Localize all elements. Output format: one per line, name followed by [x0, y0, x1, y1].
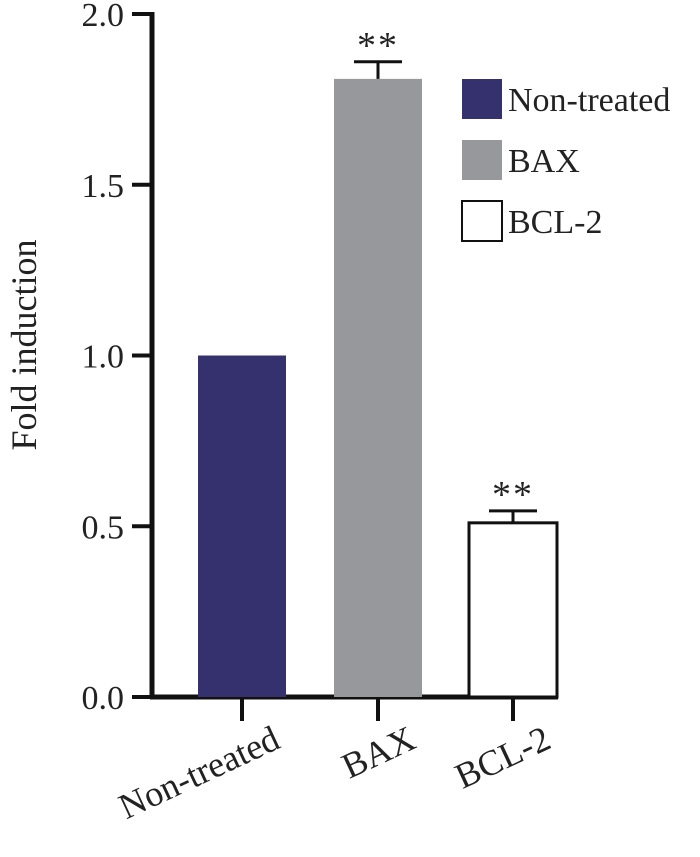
- legend: Non-treated BAX BCL-2: [461, 79, 670, 242]
- y-tick-label: 1.0: [82, 339, 125, 376]
- x-tick-label: Non-treated: [113, 718, 286, 827]
- significance-label: **: [357, 25, 399, 67]
- y-tick-label: 0.0: [82, 680, 125, 717]
- y-tick-label: 0.5: [82, 509, 125, 546]
- y-tick-label: 2.0: [82, 0, 125, 34]
- significance-markers: ** **: [357, 25, 534, 516]
- y-tick-label: 1.5: [82, 168, 125, 205]
- bar-bcl-2: [467, 521, 559, 699]
- significance-label: **: [492, 474, 534, 516]
- bars: [198, 78, 559, 699]
- legend-label: Non-treated: [508, 82, 670, 119]
- x-tick-label: BAX: [336, 718, 422, 786]
- legend-swatch: [461, 200, 503, 242]
- x-tick-label: BCL-2: [449, 718, 557, 797]
- x-axis: Non-treated BAX BCL-2: [113, 694, 558, 827]
- bar-bax: [334, 78, 422, 697]
- legend-swatch: [462, 140, 502, 180]
- bar-non-treated: [198, 355, 286, 697]
- legend-label: BCL-2: [508, 204, 602, 241]
- legend-label: BAX: [508, 143, 580, 180]
- y-axis-title: Fold induction: [4, 239, 44, 450]
- legend-swatch: [462, 79, 502, 119]
- error-bars: [354, 60, 537, 523]
- y-axis: 0.0 0.5 1.0 1.5 2.0: [82, 0, 155, 717]
